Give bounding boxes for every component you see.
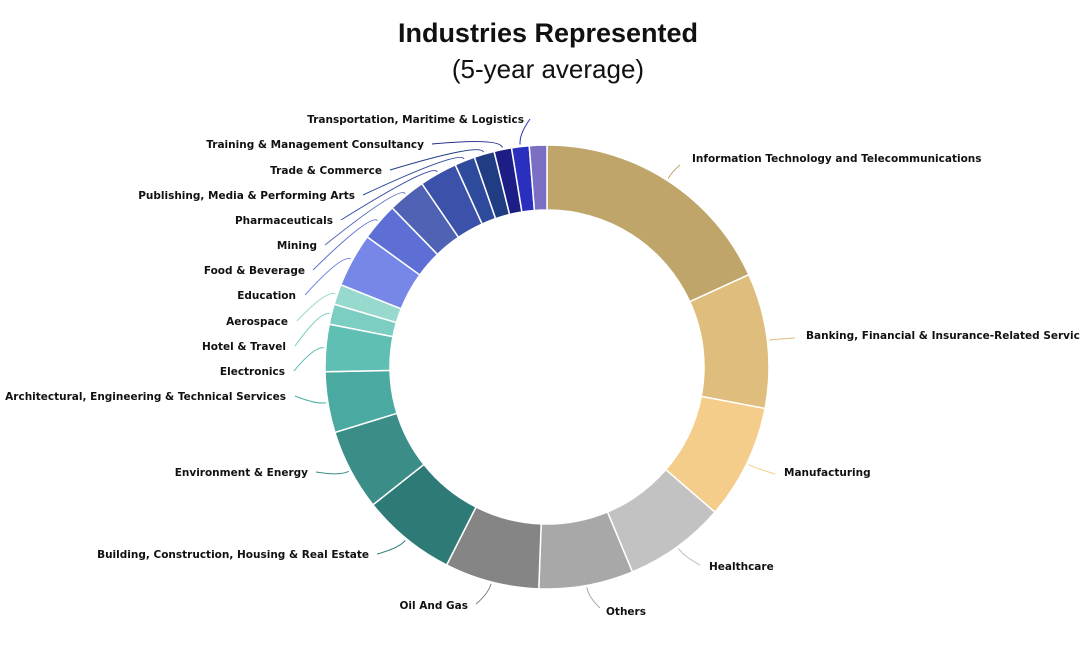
slice-label-building-construction-housing-and-real-estate: Building, Construction, Housing & Real E… [97, 549, 369, 561]
slice-label-others: Others [606, 606, 646, 618]
slice-label-aerospace: Aerospace [226, 316, 288, 328]
slice-label-transportation-maritime-and-logistics: Transportation, Maritime & Logistics [307, 114, 524, 126]
slice-information-technology-and-telecommunications [546, 144, 750, 303]
slice-label-oil-and-gas: Oil And Gas [399, 600, 468, 612]
leader-line-transportation-maritime-and-logistics [519, 118, 531, 145]
leader-line-oil-and-gas [475, 583, 492, 605]
leader-line-healthcare [677, 548, 701, 566]
slice-label-training-and-management-consultancy: Training & Management Consultancy [206, 139, 424, 151]
slices-group [324, 144, 770, 590]
slice-label-mining: Mining [277, 240, 317, 252]
leader-line-education [304, 258, 351, 296]
leader-line-aerospace [296, 292, 336, 322]
chart-title: Industries Represented [398, 18, 698, 48]
slice-label-manufacturing: Manufacturing [784, 467, 871, 479]
leader-line-food-and-beverage [312, 219, 378, 271]
slice-label-environment-and-energy: Environment & Energy [175, 467, 308, 479]
slice-label-education: Education [237, 290, 296, 302]
leader-line-manufacturing [748, 464, 776, 475]
slice-label-banking-financial-and-insurance-related-services: Banking, Financial & Insurance-Related S… [806, 330, 1080, 342]
slice-label-architectural-engineering-and-technical-services: Architectural, Engineering & Technical S… [5, 391, 286, 403]
leader-lines-group [293, 118, 796, 609]
leader-line-others [586, 587, 601, 609]
leader-line-electronics [293, 347, 324, 372]
leader-line-hotel-and-travel [294, 313, 330, 347]
slice-labels-group: Information Technology and Telecommunica… [5, 114, 1080, 618]
leader-line-building-construction-housing-and-real-estate [376, 540, 406, 555]
leader-line-training-and-management-consultancy [431, 141, 503, 148]
slice-label-publishing-media-and-performing-arts: Publishing, Media & Performing Arts [138, 190, 355, 202]
chart-subtitle: (5-year average) [452, 54, 644, 84]
slice-label-healthcare: Healthcare [709, 561, 774, 573]
leader-line-trade-and-commerce [389, 149, 485, 171]
leader-line-mining [324, 192, 406, 246]
leader-line-pharmaceuticals [340, 170, 438, 221]
slice-label-trade-and-commerce: Trade & Commerce [270, 165, 382, 177]
slice-label-electronics: Electronics [220, 366, 285, 378]
leader-line-banking-financial-and-insurance-related-services [769, 337, 796, 341]
leader-line-information-technology-and-telecommunications [667, 164, 681, 179]
slice-label-information-technology-and-telecommunications: Information Technology and Telecommunica… [692, 153, 982, 165]
slice-label-food-and-beverage: Food & Beverage [204, 265, 305, 277]
slice-unlabeled [528, 144, 548, 212]
slice-label-hotel-and-travel: Hotel & Travel [202, 341, 286, 353]
leader-line-architectural-engineering-and-technical-services [294, 395, 326, 404]
slice-label-pharmaceuticals: Pharmaceuticals [235, 215, 333, 227]
leader-line-publishing-media-and-performing-arts [362, 156, 465, 196]
leader-line-environment-and-energy [315, 470, 350, 475]
